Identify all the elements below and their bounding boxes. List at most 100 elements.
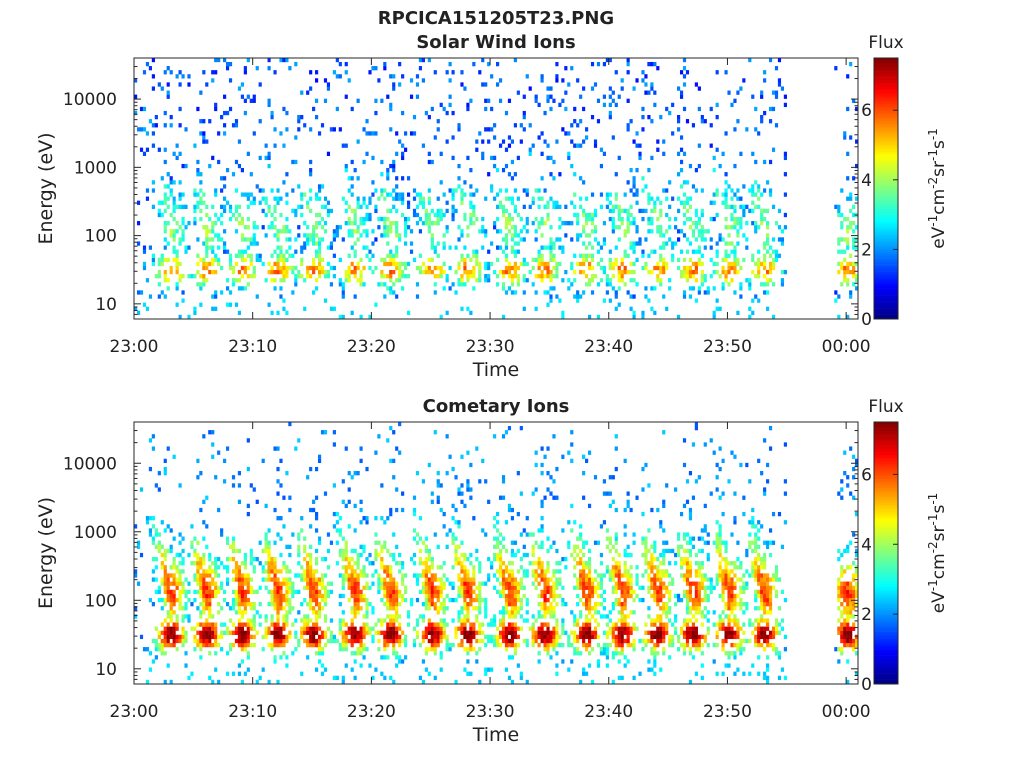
flux-cell	[475, 188, 479, 193]
flux-cell	[412, 188, 417, 193]
flux-cell	[386, 597, 390, 603]
flux-cell	[659, 245, 663, 250]
flux-cell	[442, 233, 446, 238]
flux-cell	[582, 86, 586, 91]
flux-cell	[309, 127, 313, 132]
flux-cell	[665, 265, 669, 271]
flux-cell	[460, 610, 464, 615]
flux-cell	[243, 606, 247, 611]
flux-cell	[558, 204, 562, 209]
flux-cell	[679, 94, 684, 99]
flux-cell	[395, 131, 399, 136]
flux-cell	[208, 593, 212, 599]
colorbar-label: eV-1cm-2sr-1s-1	[926, 128, 949, 249]
flux-cell	[374, 98, 378, 103]
flux-cell	[315, 286, 319, 291]
flux-cell	[208, 675, 212, 680]
flux-cell	[267, 577, 271, 582]
flux-cell	[442, 610, 446, 615]
flux-cell	[510, 237, 515, 242]
flux-cell	[294, 237, 298, 242]
flux-cell	[513, 274, 517, 279]
flux-cell	[766, 233, 770, 238]
flux-cell	[374, 552, 378, 558]
flux-cell	[469, 634, 473, 640]
flux-cell	[439, 274, 443, 279]
flux-cell	[246, 282, 250, 287]
flux-cell	[169, 589, 173, 595]
flux-cell	[546, 642, 550, 648]
flux-cell	[504, 610, 509, 615]
flux-cell	[228, 302, 233, 307]
flux-cell	[493, 552, 497, 558]
flux-cell	[344, 200, 348, 205]
flux-cell	[564, 204, 568, 209]
flux-cell	[276, 581, 280, 586]
flux-cell	[436, 479, 440, 484]
flux-cell	[202, 589, 206, 595]
flux-cell	[353, 294, 357, 299]
flux-cell	[466, 630, 470, 635]
flux-cell	[745, 237, 749, 242]
flux-cell	[344, 274, 348, 279]
flux-cell	[840, 265, 844, 271]
flux-cell	[303, 241, 307, 246]
flux-cell	[199, 565, 203, 570]
flux-cell	[315, 221, 319, 226]
flux-cell	[243, 249, 247, 254]
flux-cell	[504, 225, 509, 230]
flux-cell	[525, 610, 529, 615]
flux-cell	[395, 176, 399, 181]
flux-cell	[255, 294, 259, 299]
flux-cell	[837, 261, 841, 267]
flux-cell	[270, 556, 274, 562]
flux-cell	[353, 561, 357, 566]
flux-cell	[264, 155, 268, 161]
flux-cell	[623, 282, 627, 287]
flux-cell	[576, 221, 580, 226]
flux-cell	[157, 212, 161, 218]
flux-cell	[611, 274, 615, 279]
flux-cell	[697, 257, 701, 263]
flux-cell	[199, 614, 203, 619]
flux-cell	[543, 585, 547, 590]
flux-cell	[338, 622, 342, 627]
flux-cell	[582, 261, 586, 267]
flux-cell	[320, 634, 325, 640]
flux-cell	[234, 229, 239, 234]
flux-cell	[484, 610, 488, 615]
flux-cell	[172, 630, 176, 635]
flux-cell	[217, 589, 221, 595]
flux-cell	[240, 597, 244, 603]
flux-cell	[356, 552, 360, 558]
flux-cell	[285, 614, 289, 619]
flux-cell	[404, 221, 408, 226]
flux-cell	[347, 630, 351, 635]
flux-cell	[317, 606, 322, 611]
flux-cell	[460, 70, 464, 75]
flux-cell	[472, 626, 476, 631]
flux-cell	[312, 573, 316, 578]
flux-cell	[466, 487, 470, 492]
flux-cell	[567, 642, 571, 648]
flux-cell	[350, 667, 354, 672]
flux-cell	[632, 241, 636, 246]
flux-cell	[540, 269, 544, 275]
flux-cell	[184, 663, 188, 668]
flux-cell	[712, 314, 716, 320]
flux-cell	[163, 245, 167, 250]
flux-cell	[549, 642, 553, 648]
flux-cell	[365, 581, 369, 586]
flux-cell	[697, 286, 701, 291]
flux-cell	[433, 630, 437, 635]
flux-cell	[365, 647, 369, 652]
flux-cell	[294, 274, 298, 279]
flux-cell	[659, 233, 663, 238]
flux-cell	[644, 237, 648, 242]
flux-cell	[537, 634, 541, 640]
flux-cell	[202, 265, 206, 271]
flux-cell	[365, 516, 369, 521]
flux-cell	[347, 565, 351, 570]
flux-cell	[768, 188, 773, 193]
flux-cell	[234, 123, 239, 128]
